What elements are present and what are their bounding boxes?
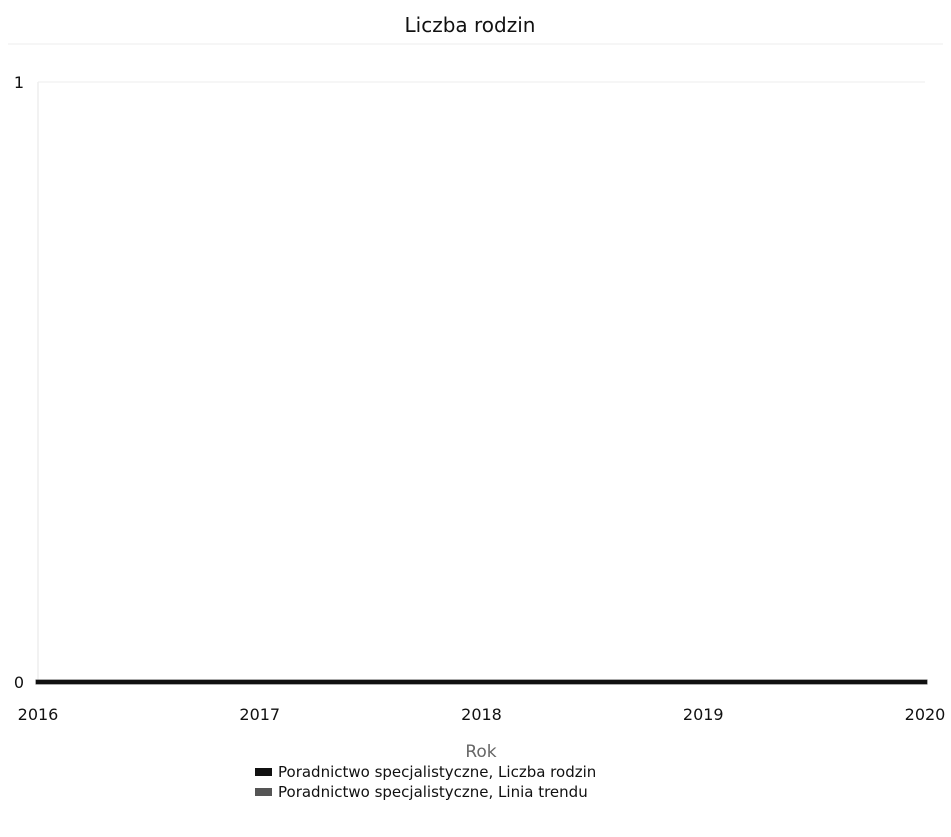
- legend-swatch-icon: [255, 768, 272, 776]
- x-tick-label: 2017: [239, 705, 280, 724]
- legend-item[interactable]: Poradnictwo specjalistyczne, Linia trend…: [255, 782, 596, 802]
- x-tick-label: 2020: [905, 705, 946, 724]
- legend-label: Poradnictwo specjalistyczne, Liczba rodz…: [278, 763, 597, 781]
- x-axis-ticks: 2016 2017 2018 2019 2020: [18, 705, 946, 724]
- legend-swatch-icon: [255, 788, 272, 796]
- legend-label: Poradnictwo specjalistyczne, Linia trend…: [278, 783, 588, 801]
- y-axis-ticks: 01: [14, 73, 24, 692]
- chart-title: Liczba rodzin: [405, 13, 536, 37]
- x-axis-title: Rok: [465, 742, 496, 762]
- x-tick-label: 2019: [683, 705, 724, 724]
- y-tick-label: 1: [14, 73, 24, 92]
- y-tick-label: 0: [14, 673, 24, 692]
- legend-item[interactable]: Poradnictwo specjalistyczne, Liczba rodz…: [255, 762, 596, 782]
- grid: [37, 81, 925, 683]
- legend: Poradnictwo specjalistyczne, Liczba rodz…: [255, 762, 596, 802]
- x-tick-label: 2016: [18, 705, 59, 724]
- x-tick-label: 2018: [461, 705, 502, 724]
